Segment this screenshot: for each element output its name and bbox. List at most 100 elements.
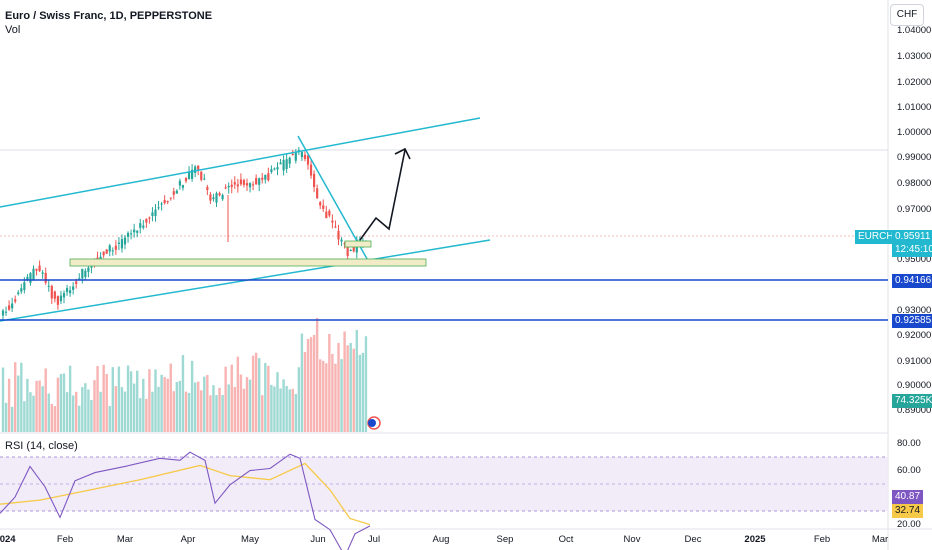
volume-bar: [145, 399, 147, 432]
volume-bar: [276, 372, 278, 432]
volume-bar: [270, 385, 272, 432]
candle-body: [197, 166, 199, 170]
price-tick-label: 1.03000: [897, 51, 931, 62]
candle-body: [301, 152, 303, 157]
candle-body: [243, 180, 245, 185]
volume-bar: [221, 395, 223, 432]
volume-bar: [322, 361, 324, 432]
volume-bar: [313, 335, 315, 432]
candle-body: [60, 296, 62, 302]
candle-body: [42, 272, 44, 273]
volume-bar: [142, 379, 144, 432]
price-tick-label: 1.00000: [897, 127, 931, 138]
candle-body: [2, 311, 4, 316]
support-zone: [70, 259, 426, 266]
candle-body: [319, 202, 321, 205]
breakout-zone: [345, 241, 371, 247]
volume-bar: [179, 381, 181, 432]
candle-body: [340, 240, 342, 242]
volume-bar: [45, 368, 47, 432]
volume-bar: [264, 363, 266, 432]
price-pane: [0, 0, 888, 432]
candle-body: [32, 269, 34, 280]
candle-body: [57, 296, 59, 305]
volume-bar: [11, 407, 13, 432]
volume-bar: [78, 406, 80, 432]
volume-bar: [279, 388, 281, 432]
volume-bar: [319, 359, 321, 432]
symbol-title[interactable]: Euro / Swiss Franc, 1D, PEPPERSTONE: [5, 9, 212, 23]
candle-body: [112, 250, 114, 251]
volume-bar: [234, 387, 236, 432]
candle-body: [127, 233, 129, 237]
price-tick-label: 1.02000: [897, 77, 931, 88]
volume-bar: [115, 386, 117, 432]
volume-bar: [17, 376, 19, 432]
time-tick-label: Sep: [497, 534, 514, 545]
level1-tag: 0.94166: [892, 274, 932, 288]
price-tick-label: 0.99000: [897, 152, 931, 163]
candle-body: [212, 197, 214, 199]
volume-bar: [292, 389, 294, 432]
volume-bar: [182, 355, 184, 432]
candle-body: [133, 230, 135, 233]
candle-body: [45, 273, 47, 283]
volume-bar: [282, 379, 284, 432]
rsi-label[interactable]: RSI (14, close): [5, 440, 78, 452]
candle-body: [161, 204, 163, 205]
candle-body: [270, 169, 272, 172]
volume-bar: [298, 367, 300, 432]
candle-body: [292, 154, 294, 155]
candle-body: [310, 165, 312, 176]
candle-body: [66, 288, 68, 292]
time-tick-label: Jul: [368, 534, 380, 545]
volume-bar: [246, 377, 248, 432]
candle-body: [231, 185, 233, 187]
time-tick-label: Apr: [181, 534, 196, 545]
volume-bar: [218, 388, 220, 432]
price-tick-label: 0.91000: [897, 356, 931, 367]
candle-body: [222, 195, 224, 199]
candle-body: [218, 193, 220, 195]
volume-bar: [185, 392, 187, 432]
volume-bar: [121, 387, 123, 432]
volume-bar: [81, 387, 83, 432]
volume-bar: [127, 366, 129, 432]
volume-label: Vol: [5, 23, 212, 37]
candle-body: [267, 173, 269, 180]
volume-bar: [90, 400, 92, 432]
volume-bar: [109, 406, 111, 432]
volume-bar: [353, 349, 355, 432]
volume-bar: [267, 366, 269, 432]
candle-body: [48, 286, 50, 287]
volume-bar: [356, 330, 358, 432]
candle-body: [121, 239, 123, 248]
candle-body: [51, 286, 53, 298]
volume-bar: [340, 359, 342, 432]
candle-body: [316, 188, 318, 198]
candle-body: [5, 312, 7, 313]
candle-body: [209, 194, 211, 200]
candle-body: [173, 191, 175, 195]
volume-bar: [63, 373, 65, 432]
volume-bar: [75, 392, 77, 432]
time-tick-label: Dec: [685, 534, 702, 545]
volume-bar: [157, 387, 159, 432]
candle-body: [63, 293, 65, 297]
candle-body: [249, 183, 251, 187]
time-tick-label: Oct: [559, 534, 574, 545]
candle-body: [240, 179, 242, 184]
volume-bar: [197, 382, 199, 432]
candle-body: [194, 167, 196, 173]
volume-bar: [87, 390, 89, 432]
candle-body: [69, 290, 71, 293]
time-tick-label: 2025: [744, 534, 766, 545]
candle-body: [331, 221, 333, 223]
candle-body: [289, 158, 291, 164]
currency-button[interactable]: CHF: [890, 4, 924, 26]
candle-body: [307, 155, 309, 164]
volume-bar: [35, 381, 37, 432]
candle-body: [130, 233, 132, 234]
rsi-tick-label: 60.00: [897, 465, 921, 476]
